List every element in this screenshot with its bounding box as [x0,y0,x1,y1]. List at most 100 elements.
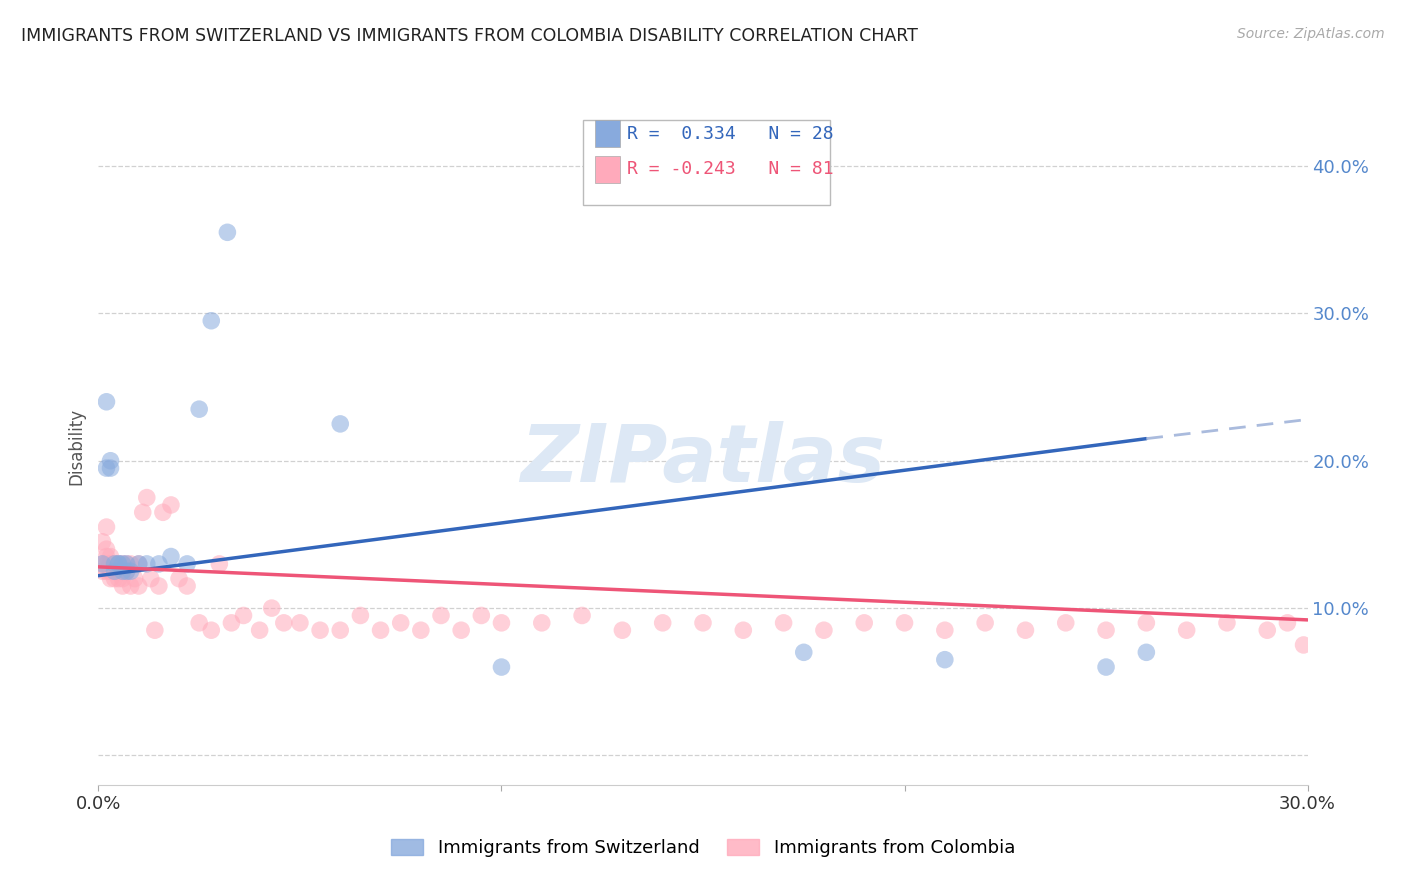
Point [409,624,432,638]
Point [221,615,243,630]
Point [1216,615,1239,630]
Point [853,615,876,630]
Point [208,557,231,571]
Point [143,624,166,638]
Point [107,572,129,586]
Point [107,557,129,571]
Point [135,491,157,505]
Point [200,624,222,638]
Text: IMMIGRANTS FROM SWITZERLAND VS IMMIGRANTS FROM COLOMBIA DISABILITY CORRELATION C: IMMIGRANTS FROM SWITZERLAND VS IMMIGRANT… [21,27,918,45]
Point [103,564,125,578]
Point [96,557,118,571]
Point [91,564,114,578]
Point [139,572,162,586]
Point [450,624,472,638]
Point [111,564,134,578]
Point [107,557,129,571]
Point [273,615,295,630]
Point [135,557,157,571]
Point [124,572,146,586]
Point [111,579,134,593]
Point [651,615,673,630]
Point [217,225,239,239]
Point [128,557,150,571]
Point [160,498,183,512]
Point [1135,615,1157,630]
Point [309,624,332,638]
Point [115,564,138,578]
Point [107,557,129,571]
Point [111,557,134,571]
Point [160,549,183,564]
Legend: Immigrants from Switzerland, Immigrants from Colombia: Immigrants from Switzerland, Immigrants … [384,831,1022,864]
Y-axis label: Disability: Disability [67,408,86,484]
Point [96,549,118,564]
Text: R = -0.243   N = 81: R = -0.243 N = 81 [627,161,834,178]
Point [692,615,714,630]
Point [120,579,142,593]
Point [100,454,122,468]
Text: ZIPatlas: ZIPatlas [520,420,886,499]
Point [96,461,118,475]
Point [1277,615,1299,630]
Point [288,615,311,630]
Point [1054,615,1077,630]
Point [934,624,956,638]
Point [120,557,142,571]
Text: R =  0.334   N = 28: R = 0.334 N = 28 [627,125,834,143]
Point [100,549,122,564]
Point [188,615,211,630]
Point [934,653,956,667]
Point [491,660,513,674]
Point [128,579,150,593]
Point [612,624,634,638]
Point [120,564,142,578]
Point [1095,624,1118,638]
Point [152,505,174,519]
Point [349,608,371,623]
Point [91,557,114,571]
Point [200,314,222,328]
Point [571,608,593,623]
Point [974,615,997,630]
Point [329,624,352,638]
Point [107,564,129,578]
Point [176,557,198,571]
Point [176,579,198,593]
Point [132,505,155,519]
Point [530,615,553,630]
Point [100,461,122,475]
Point [100,564,122,578]
Text: Source: ZipAtlas.com: Source: ZipAtlas.com [1237,27,1385,41]
Point [1135,645,1157,659]
Point [103,557,125,571]
Point [100,557,122,571]
Point [260,601,283,615]
Point [1256,624,1278,638]
Point [148,579,170,593]
Point [167,572,190,586]
Point [96,564,118,578]
Point [232,608,254,623]
Point [111,557,134,571]
Point [491,615,513,630]
Point [793,645,815,659]
Point [103,557,125,571]
Point [188,402,211,417]
Point [148,557,170,571]
Point [111,564,134,578]
Point [389,615,412,630]
Point [96,394,118,409]
Point [96,520,118,534]
Point [733,624,755,638]
Point [813,624,835,638]
Point [115,557,138,571]
Point [91,534,114,549]
Point [115,557,138,571]
Point [111,572,134,586]
Point [96,542,118,557]
Point [893,615,915,630]
Point [103,557,125,571]
Point [103,564,125,578]
Point [772,615,794,630]
